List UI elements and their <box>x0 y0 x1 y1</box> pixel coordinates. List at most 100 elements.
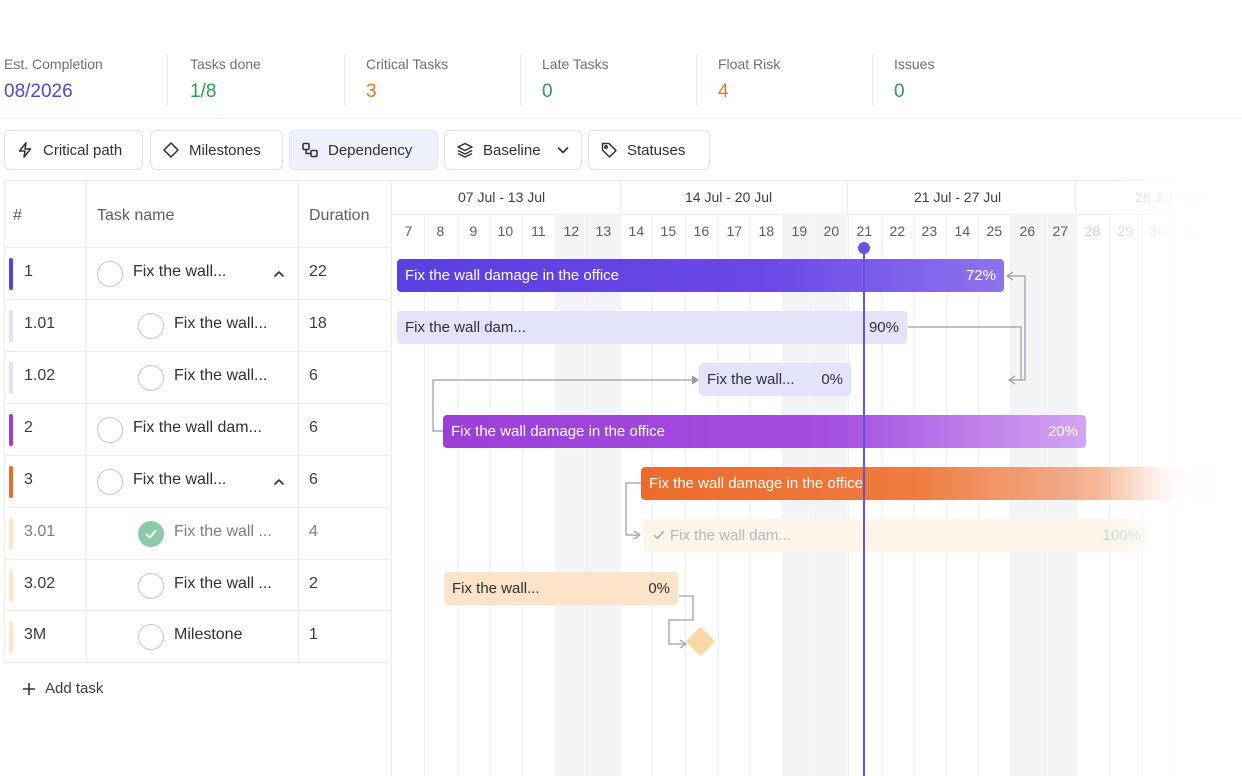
button-label: Baseline <box>483 141 541 159</box>
gantt-bar[interactable]: Fix the wall dam... 90% <box>397 311 907 344</box>
milestone-diamond[interactable] <box>685 626 716 657</box>
completed-checkbox[interactable] <box>138 521 164 547</box>
bar-progress: 0% <box>648 580 670 597</box>
baseline-dropdown[interactable]: Baseline <box>444 130 582 170</box>
complete-checkbox[interactable] <box>138 365 164 391</box>
dependency-button[interactable]: Dependency <box>289 130 438 170</box>
stat-float-risk: Float Risk 4 <box>718 54 780 106</box>
task-number: 3.02 <box>24 575 56 592</box>
task-name[interactable]: Fix the wall... <box>174 367 268 384</box>
grid-line <box>4 507 390 508</box>
status-color-bar <box>9 570 13 602</box>
dependency-icon <box>302 142 318 158</box>
status-color-bar <box>9 466 13 498</box>
chevron-up-icon[interactable] <box>272 267 286 281</box>
day-label: 28 <box>1084 223 1101 239</box>
add-task-button[interactable]: Add task <box>22 680 103 697</box>
day-gridline <box>555 214 556 776</box>
table-row[interactable]: 3 Fix the wall... 6 <box>4 456 390 508</box>
task-name[interactable]: Fix the wall... <box>133 263 227 280</box>
table-row[interactable]: 3M Milestone 1 <box>4 611 390 663</box>
grid-line <box>4 180 1242 181</box>
complete-checkbox[interactable] <box>97 469 123 495</box>
project-stats: Est. Completion 08/2026 Tasks done 1/8 C… <box>0 54 1242 106</box>
day-label: 22 <box>889 223 906 239</box>
stat-critical-tasks: Critical Tasks 3 <box>366 54 448 106</box>
stat-label: Critical Tasks <box>366 56 449 72</box>
bar-label: Fix the wall dam... <box>670 527 791 544</box>
complete-checkbox[interactable] <box>97 261 123 287</box>
table-row[interactable]: 1.02 Fix the wall... 6 <box>4 352 390 404</box>
table-row[interactable]: 1 Fix the wall... 22 <box>4 248 390 300</box>
gantt-bar-critical[interactable]: Fix the wall damage in the office <box>641 467 1242 500</box>
table-row[interactable]: 2 Fix the wall dam... 6 <box>4 404 390 456</box>
day-label: 1 <box>1217 223 1226 239</box>
gantt-bar-completed[interactable]: Fix the wall dam... 100% <box>643 519 1149 552</box>
stat-label: Float Risk <box>718 56 781 72</box>
task-name[interactable]: Milestone <box>174 626 243 643</box>
stat-tasks-done: Tasks done 1/8 <box>190 54 261 106</box>
day-label: 23 <box>921 223 938 239</box>
task-number: 2 <box>24 419 33 436</box>
check-icon <box>653 531 665 540</box>
complete-checkbox[interactable] <box>97 417 123 443</box>
chevron-up-icon[interactable] <box>272 475 286 489</box>
task-number: 3M <box>24 626 47 643</box>
complete-checkbox[interactable] <box>138 313 164 339</box>
day-label: 20 <box>823 223 840 239</box>
grid-line <box>4 351 390 352</box>
week-label: 21 Jul - 27 Jul <box>914 189 1002 205</box>
button-label: Critical path <box>43 141 123 159</box>
tag-icon <box>601 142 617 158</box>
divider <box>872 54 873 106</box>
gantt-bar[interactable]: Fix the wall... 0% <box>699 363 851 396</box>
day-label: 19 <box>791 223 808 239</box>
grid-line <box>4 610 390 611</box>
table-row[interactable]: 3.01 Fix the wall ... 4 <box>4 508 390 560</box>
task-duration: 6 <box>309 419 318 436</box>
task-name[interactable]: Fix the wall ... <box>174 575 272 592</box>
table-row[interactable]: 3.02 Fix the wall ... 2 <box>4 560 390 612</box>
milestones-button[interactable]: Milestones <box>150 130 283 170</box>
task-number: 3.01 <box>24 523 56 540</box>
statuses-button[interactable]: Statuses <box>588 130 710 170</box>
task-duration: 22 <box>309 263 327 280</box>
task-name[interactable]: Fix the wall... <box>133 471 227 488</box>
day-gridline <box>587 214 588 776</box>
day-gridline <box>457 214 458 776</box>
day-label: 31 <box>1182 223 1199 239</box>
complete-checkbox[interactable] <box>138 573 164 599</box>
today-line <box>863 246 865 776</box>
grid-line <box>4 247 390 248</box>
week-divider <box>847 180 848 214</box>
gantt-bar[interactable]: Fix the wall damage in the office 20% <box>443 415 1086 448</box>
bar-label-wrap: Fix the wall dam... <box>653 519 791 552</box>
arrowhead <box>691 375 699 385</box>
stat-issues: Issues 0 <box>894 54 934 106</box>
critical-path-button[interactable]: Critical path <box>4 130 143 170</box>
stat-value: 4 <box>718 81 729 102</box>
table-row[interactable]: 1.01 Fix the wall... 18 <box>4 300 390 352</box>
task-duration: 6 <box>309 471 318 488</box>
grid-line <box>86 180 87 662</box>
task-name[interactable]: Fix the wall dam... <box>133 419 262 436</box>
divider <box>696 54 697 106</box>
complete-checkbox[interactable] <box>138 624 164 650</box>
gantt-bar[interactable]: Fix the wall damage in the office 72% <box>397 259 1004 292</box>
day-label: 11 <box>531 223 546 239</box>
column-header-duration[interactable]: Duration <box>309 207 370 224</box>
stat-label: Late Tasks <box>542 56 609 72</box>
week-divider <box>1075 180 1076 214</box>
column-header-task-name[interactable]: Task name <box>97 207 175 224</box>
chevron-down-icon <box>557 147 568 154</box>
stat-label: Est. Completion <box>4 56 103 72</box>
grid-line <box>4 455 390 456</box>
day-label: 27 <box>1052 223 1069 239</box>
gantt-bar[interactable]: Fix the wall... 0% <box>444 572 678 605</box>
status-color-bar <box>9 621 13 653</box>
bar-progress: 72% <box>965 267 996 284</box>
stat-value: 08/2026 <box>4 81 73 102</box>
task-name[interactable]: Fix the wall ... <box>174 523 272 540</box>
stat-value: 1/8 <box>190 81 217 102</box>
task-name[interactable]: Fix the wall... <box>174 315 268 332</box>
